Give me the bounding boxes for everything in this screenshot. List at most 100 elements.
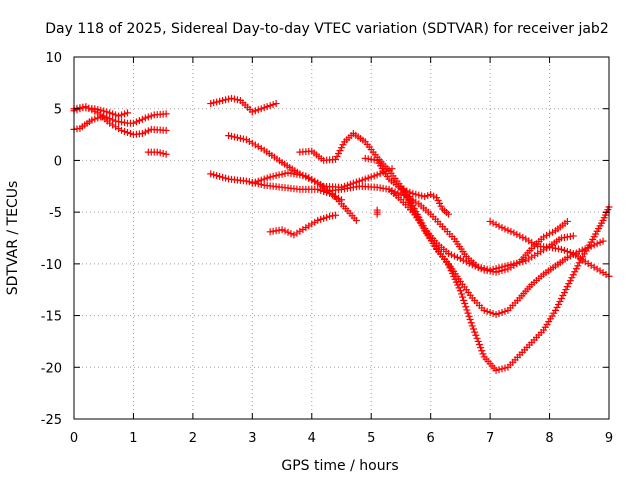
data-point [543,231,551,239]
data-point [464,309,472,317]
data-point [132,118,140,126]
data-point [495,222,503,230]
y-tick-label: 0 [54,154,62,169]
x-axis-label: GPS time / hours [281,458,398,474]
data-point [216,97,224,105]
series-track-6 [207,170,345,204]
data-point [412,190,420,198]
data-point [498,365,506,373]
data-point [106,109,114,117]
data-point [236,134,244,142]
y-tick-label: -10 [41,258,62,273]
data-point [281,227,289,235]
data-point [507,228,515,236]
data-point [480,306,488,314]
data-point [473,334,481,342]
data-point [578,246,586,254]
data-point [278,170,286,178]
data-point [501,364,509,372]
data-point [495,310,503,318]
data-point [121,127,129,135]
data-point [219,96,227,104]
data-point [447,251,455,259]
data-point [572,265,580,273]
data-point [213,172,221,180]
data-point [91,105,99,113]
data-point [546,230,554,238]
data-point [483,307,491,315]
data-point [254,106,262,114]
data-point [580,250,588,258]
data-point [373,171,381,179]
data-point [233,96,241,104]
series-track-7 [266,211,340,239]
data-point [112,111,120,119]
data-point [251,141,259,149]
data-point [498,267,506,275]
data-point [475,341,483,349]
data-point [275,171,283,179]
data-point [91,115,99,123]
data-point [568,274,576,282]
data-point [248,108,256,116]
data-point [153,148,161,156]
data-point [565,280,573,288]
data-point [596,238,604,246]
data-point [257,176,265,184]
data-point [457,290,465,298]
data-point [459,293,467,301]
x-tick-label: 8 [545,431,553,446]
data-point [281,170,289,178]
data-point [251,107,259,115]
data-point [207,100,215,108]
data-point [308,175,316,183]
data-point [468,322,476,330]
data-point [225,132,233,140]
x-tick-label: 4 [308,431,316,446]
data-point [492,311,500,319]
data-point [159,150,167,158]
data-point [575,259,583,267]
data-point [141,114,149,122]
data-point [504,226,512,234]
data-point [260,104,268,112]
data-point [571,268,579,276]
data-point [263,103,271,111]
data-point [461,300,469,308]
data-point [302,172,310,180]
data-point [323,213,331,221]
data-point [415,191,423,199]
data-point [254,177,262,185]
data-point [257,105,265,113]
data-point [445,210,452,218]
data-point [138,115,146,123]
data-point [361,175,369,183]
data-point [121,110,129,118]
data-point [115,112,123,120]
data-point [97,106,105,114]
data-point [231,95,238,103]
data-point [242,136,250,144]
data-point [445,250,452,258]
data-point [463,306,471,314]
data-point [562,286,570,294]
data-point [501,307,509,315]
y-tick-label: 10 [45,51,62,66]
data-point [213,98,221,106]
data-point [569,232,577,240]
data-point [563,217,571,225]
data-point [314,179,322,187]
series-track-8 [225,132,360,224]
data-point [210,171,218,179]
data-point [477,265,485,273]
data-point [492,268,500,276]
data-point [495,366,503,374]
data-point [266,173,274,181]
data-point [450,252,458,260]
data-point [219,173,227,181]
data-point [510,229,518,237]
data-point [498,224,506,232]
data-point [269,101,277,109]
x-tick-label: 1 [129,431,137,446]
